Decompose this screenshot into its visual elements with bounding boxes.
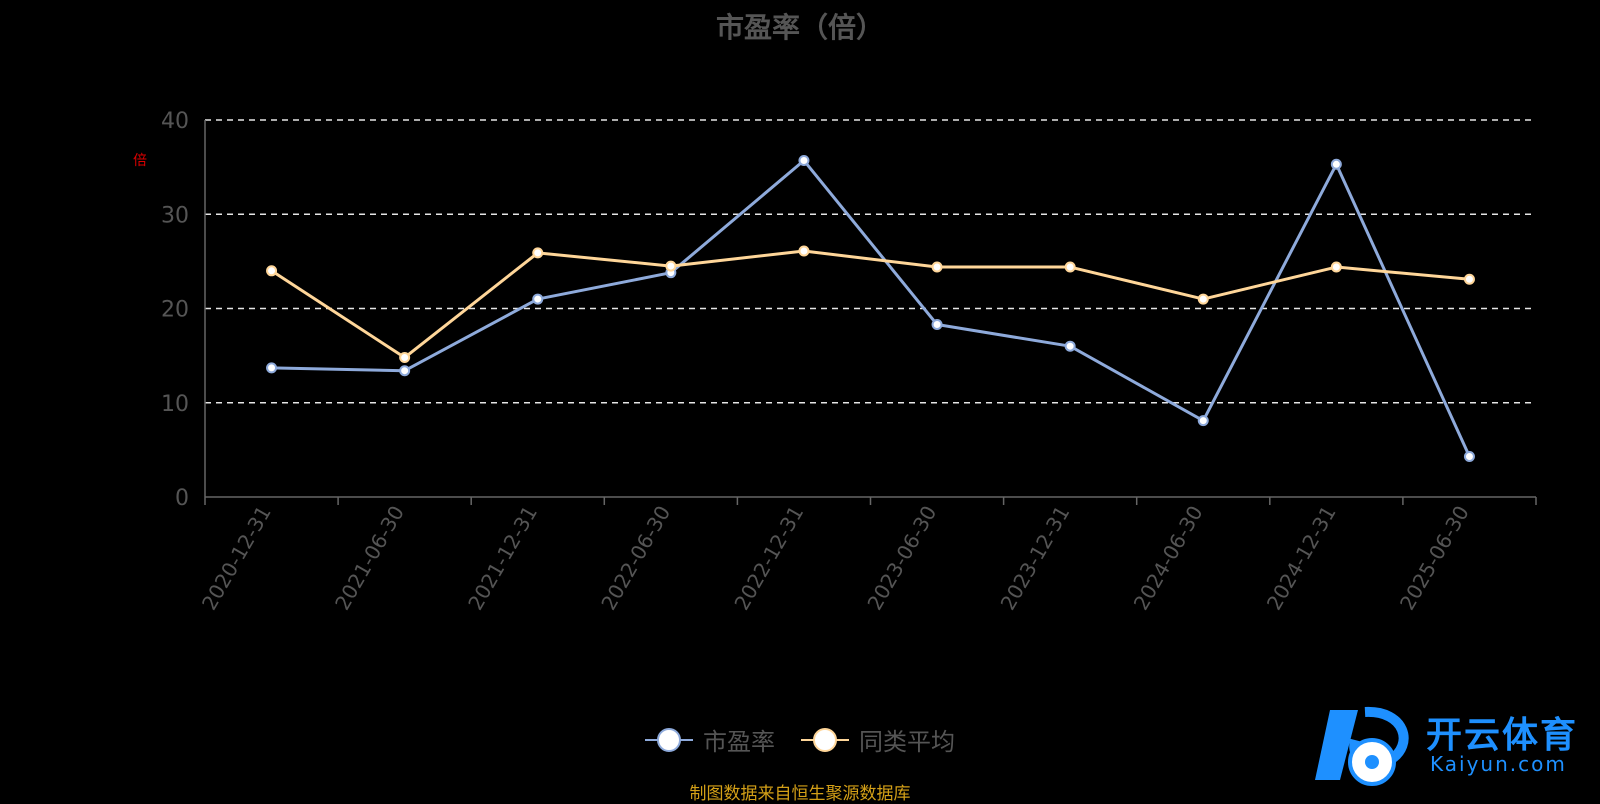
legend-marker-peer-average — [801, 727, 849, 753]
legend-marker-pe — [645, 727, 693, 753]
data-point-pe — [266, 362, 278, 374]
y-tick-label: 10 — [161, 392, 189, 417]
soccer-ball-icon — [1315, 706, 1409, 786]
x-tick-label: 2022-12-31 — [729, 502, 808, 615]
legend-item-peer-average[interactable]: 同类平均 — [801, 722, 955, 757]
y-tick-label: 0 — [175, 486, 189, 511]
legend-item-pe[interactable]: 市盈率 — [645, 722, 775, 757]
chart-title: 市盈率（倍） — [715, 11, 884, 44]
legend-label-peer-average: 同类平均 — [859, 728, 955, 756]
data-point-pe — [931, 319, 943, 331]
data-point-pe — [532, 293, 544, 305]
x-tick-label: 2024-06-30 — [1129, 502, 1208, 615]
legend-label-pe: 市盈率 — [703, 728, 775, 756]
x-tick-label: 2021-06-30 — [330, 502, 409, 615]
data-point-peer-average — [1197, 293, 1209, 305]
data-point-peer-average — [1463, 273, 1475, 285]
series-line-pe — [271, 159, 1471, 458]
data-point-pe — [1197, 415, 1209, 427]
data-point-pe — [1064, 340, 1076, 352]
data-point-peer-average — [931, 261, 943, 273]
series-line-peer-average — [270, 249, 1470, 360]
data-point-peer-average — [532, 247, 544, 259]
legend: 市盈率 同类平均 — [645, 722, 955, 757]
data-point-peer-average — [266, 265, 278, 277]
watermark-logo: 开云体育 Kaiyun.com — [1310, 700, 1600, 795]
data-point-peer-average — [399, 352, 411, 364]
x-tick-label: 2024-12-31 — [1262, 502, 1341, 615]
data-point-pe — [399, 365, 411, 377]
y-tick-label: 20 — [161, 298, 189, 323]
data-point-pe — [1330, 158, 1342, 170]
y-tick-label: 30 — [161, 203, 189, 228]
data-point-peer-average — [665, 260, 677, 272]
source-note: 制图数据来自恒生聚源数据库 — [689, 784, 911, 804]
y-axis-unit: 倍 — [133, 153, 147, 169]
y-tick-label: 40 — [161, 109, 189, 134]
data-point-peer-average — [798, 245, 810, 257]
x-tick-label: 2021-12-31 — [463, 502, 542, 615]
x-tick-label: 2022-06-30 — [596, 502, 675, 615]
x-tick-label: 2023-12-31 — [996, 502, 1075, 615]
x-tick-label: 2023-06-30 — [862, 502, 941, 615]
data-point-peer-average — [1330, 261, 1342, 273]
data-point-peer-average — [1064, 261, 1076, 273]
watermark-text-cn: 开云体育 — [1426, 715, 1579, 756]
x-tick-label: 2020-12-31 — [197, 502, 276, 615]
data-point-pe — [1463, 450, 1475, 462]
data-point-pe — [798, 155, 810, 167]
watermark-text-en: Kaiyun.com — [1430, 752, 1567, 776]
x-tick-label: 2025-06-30 — [1395, 502, 1474, 615]
